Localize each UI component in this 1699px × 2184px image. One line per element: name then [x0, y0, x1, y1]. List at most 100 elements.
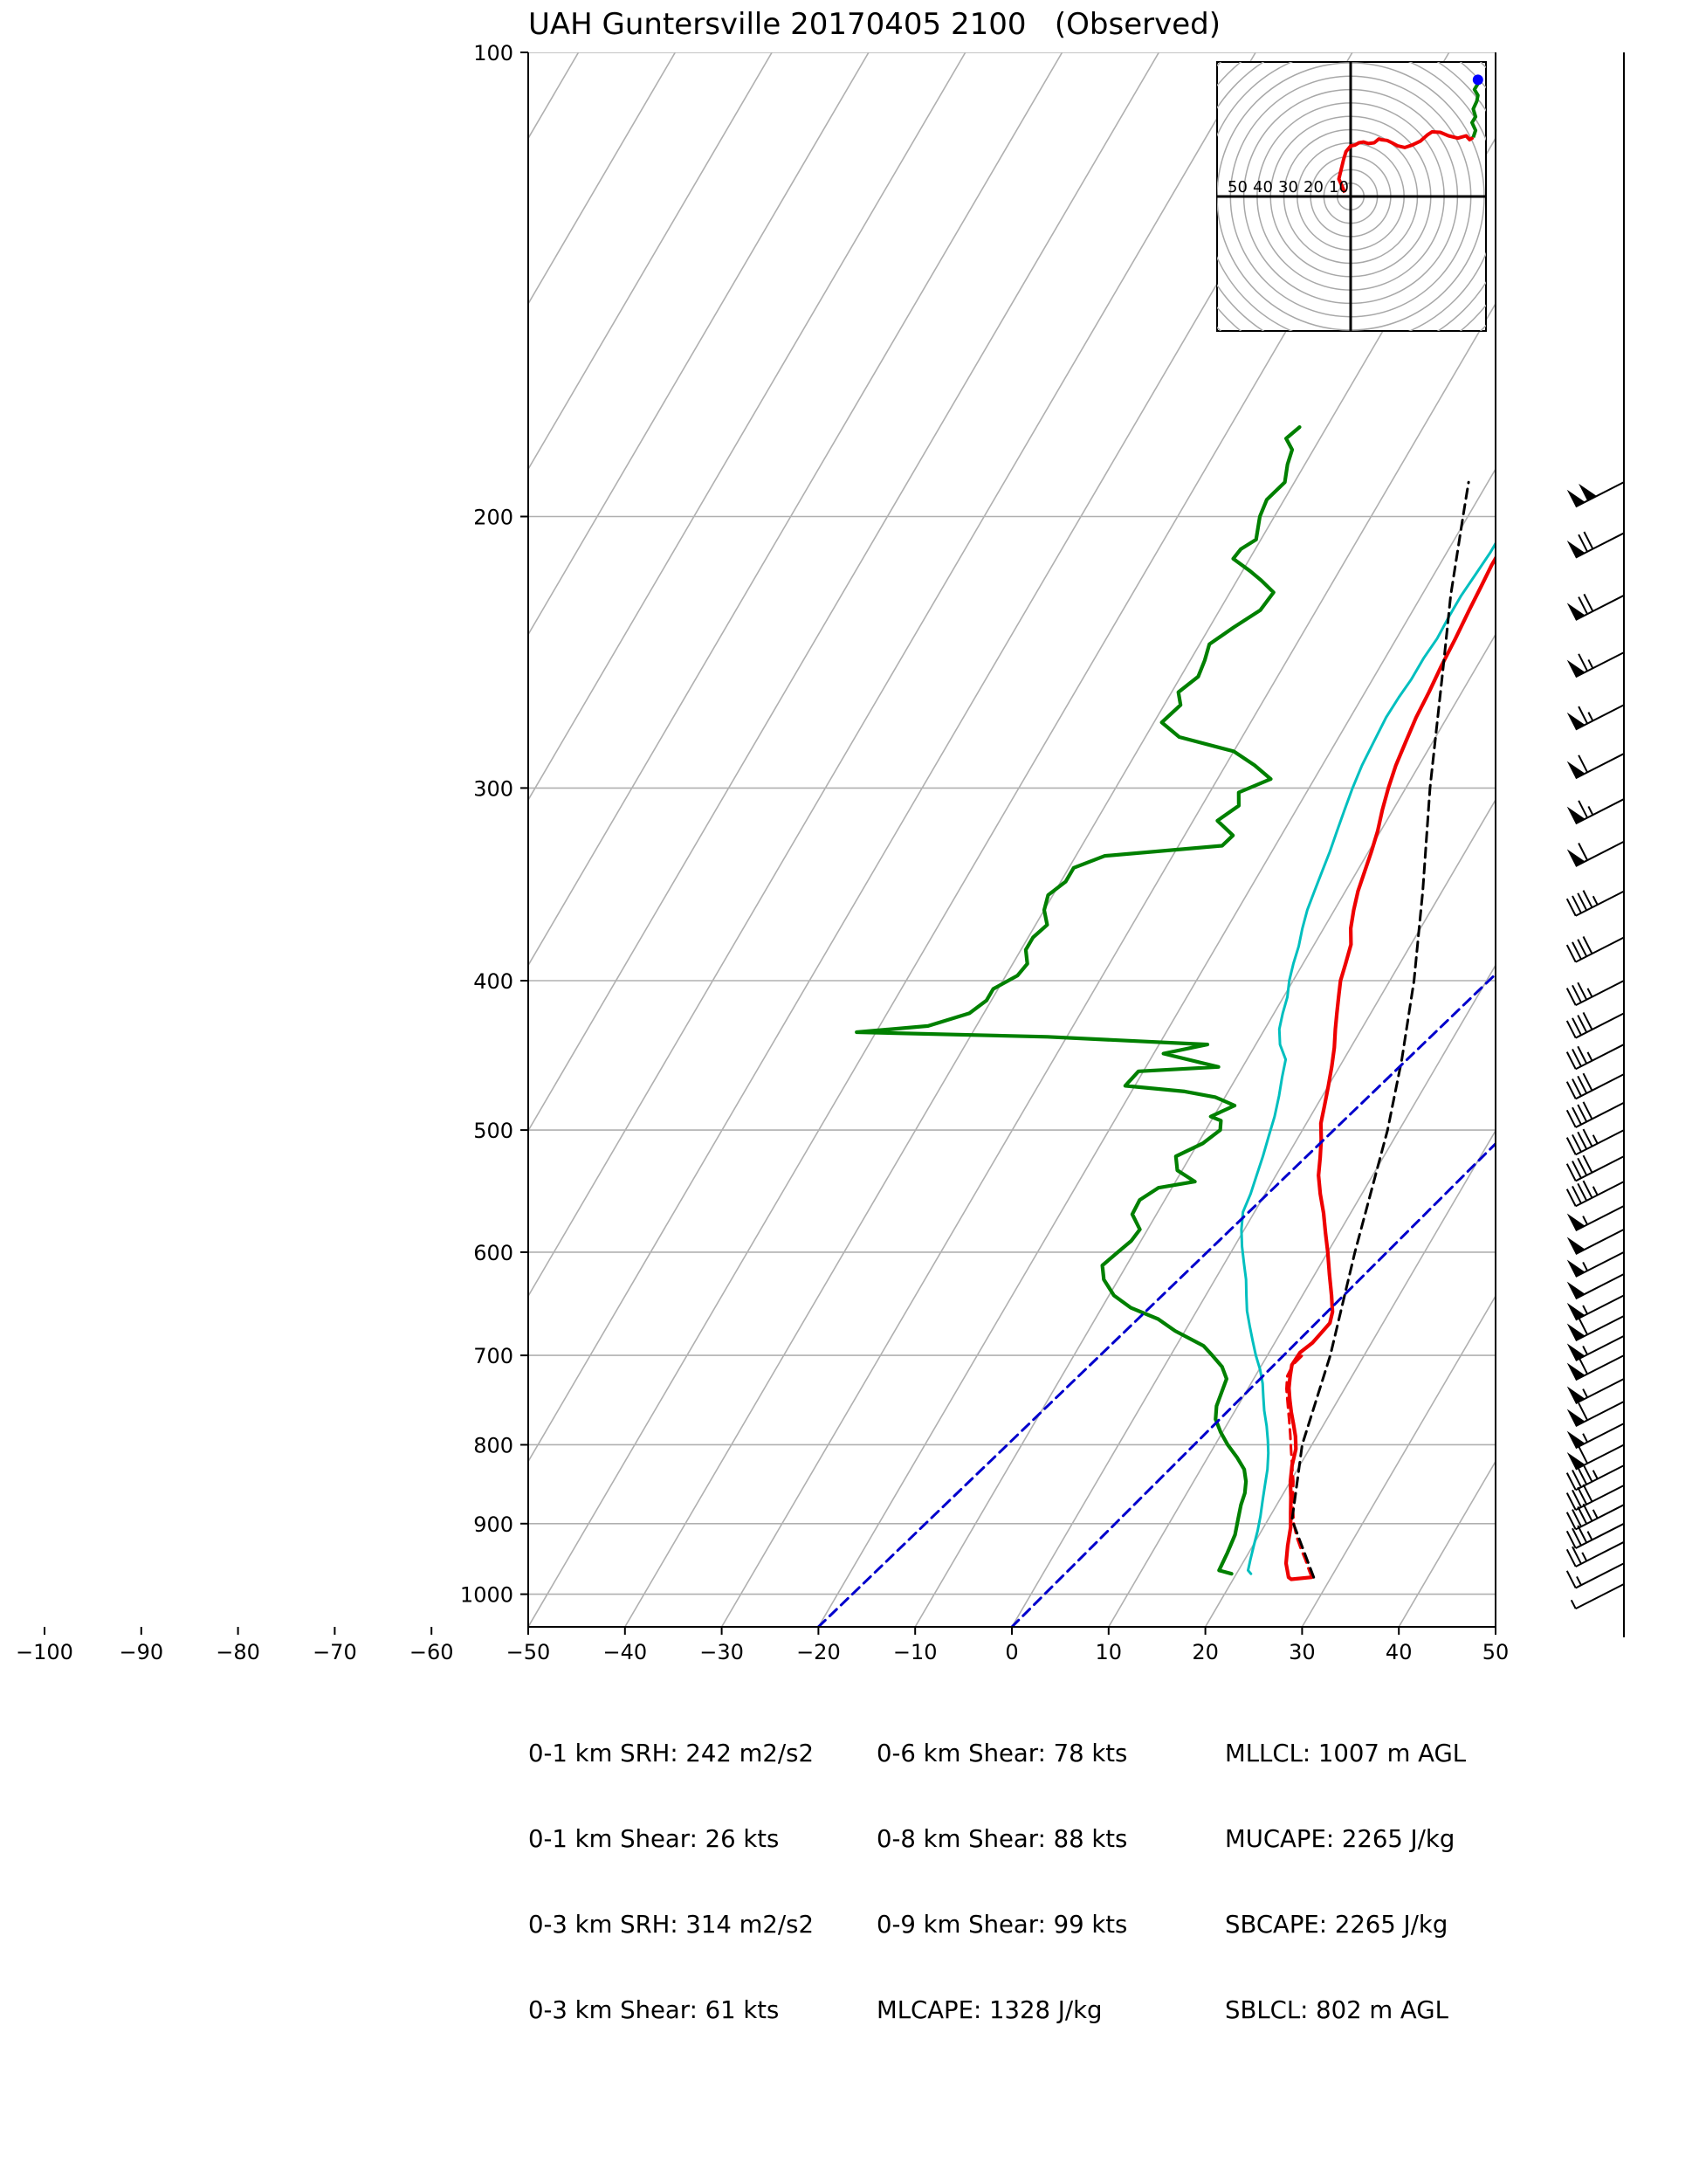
barb-half-flag	[1582, 1345, 1589, 1355]
barb-flag	[1577, 1182, 1588, 1202]
barb-flag	[1572, 1134, 1582, 1153]
barb-shaft	[1575, 1485, 1625, 1512]
isotherm-line	[528, 52, 1063, 967]
params-column-1: 0-1 km SRH: 242 m2/s2 0-1 km Shear: 26 k…	[528, 1683, 814, 2053]
x-tick-label: 40	[1386, 1640, 1413, 1664]
barb-flag	[1578, 800, 1589, 818]
wind-barb	[1565, 1044, 1625, 1071]
wind-barb	[1565, 1522, 1625, 1549]
barb-half-flag	[1586, 1051, 1593, 1062]
barb-pennant	[1566, 1259, 1586, 1278]
barb-flag	[1577, 1466, 1588, 1485]
barb-shaft	[1575, 840, 1625, 867]
y-tick-label: 1000	[460, 1583, 513, 1608]
barb-pennant	[1566, 1362, 1586, 1381]
params-column-3: MLLCL: 1007 m AGL MUCAPE: 2265 J/kg SBCA…	[1225, 1683, 1466, 2053]
barb-flag	[1583, 531, 1594, 550]
barb-shaft	[1575, 532, 1625, 559]
barb-flag	[1565, 1548, 1577, 1567]
barb-shaft	[1575, 1401, 1625, 1428]
wind-barb	[1566, 1354, 1625, 1381]
x-tick-label: −20	[796, 1640, 841, 1664]
isotherm-line	[1011, 798, 1496, 1627]
barb-shaft	[1575, 1294, 1625, 1321]
isotherm-line	[528, 52, 1353, 1464]
barb-flag	[1578, 1445, 1589, 1464]
barb-half-flag	[1592, 1509, 1599, 1519]
wind-barb	[1566, 1401, 1625, 1428]
barb-shaft	[1575, 594, 1625, 621]
barb-shaft	[1575, 1101, 1625, 1128]
profile-series-line	[1285, 1354, 1313, 1579]
wind-barb	[1565, 890, 1625, 917]
isotherm-line	[528, 52, 580, 140]
wind-barb	[1565, 1464, 1625, 1492]
barb-pennant	[1579, 483, 1597, 501]
isotherm-line	[720, 302, 1496, 1627]
barb-pennant	[1566, 849, 1586, 866]
barb-pennant	[1566, 1281, 1586, 1299]
x-tick-label: 0	[1005, 1640, 1018, 1664]
wind-barb	[1565, 1154, 1625, 1182]
param-text: MLLCL: 1007 m AGL	[1225, 1740, 1467, 1768]
x-tick-label: −50	[506, 1640, 551, 1664]
barb-flag	[1565, 1137, 1577, 1155]
x-tick-label: −10	[893, 1640, 938, 1664]
barb-flag	[1582, 1072, 1593, 1092]
barb-flag	[1572, 1186, 1582, 1204]
barb-flag	[1577, 892, 1588, 911]
barb-flag	[1578, 534, 1589, 553]
wind-barb	[1565, 1072, 1625, 1100]
barb-flag	[1582, 1128, 1593, 1147]
barb-flag	[1565, 1081, 1577, 1099]
profile-series-line	[1240, 541, 1496, 1575]
y-tick-label: 600	[473, 1241, 513, 1265]
isotherm-line	[0, 52, 482, 1627]
barb-flag	[1578, 653, 1589, 672]
barb-shaft	[1575, 1522, 1625, 1549]
barb-half-flag	[1581, 1552, 1588, 1562]
barb-flag	[1572, 1546, 1582, 1565]
profile-lines	[816, 425, 1496, 1627]
barb-flag	[1577, 1075, 1588, 1094]
barb-pennant	[1566, 1302, 1586, 1320]
x-tick-label: −80	[216, 1640, 260, 1664]
wind-barb	[1565, 1484, 1625, 1512]
barb-half-flag	[1587, 659, 1594, 669]
barb-shaft	[1575, 704, 1625, 731]
hodograph-ring-label: 50	[1228, 178, 1248, 196]
wind-barb	[1565, 1128, 1625, 1156]
barb-flag	[1572, 1509, 1582, 1527]
barb-flag	[1577, 939, 1588, 957]
wind-barb	[1566, 1378, 1625, 1405]
x-tick-label: −30	[699, 1640, 744, 1664]
wind-barb	[1566, 1229, 1625, 1255]
barb-pennant	[1566, 1323, 1586, 1341]
barb-shaft	[1575, 1354, 1625, 1381]
barb-shaft	[1575, 1423, 1625, 1450]
barb-flag	[1578, 754, 1589, 773]
y-tick-label: 700	[473, 1344, 513, 1368]
isotherm-line	[528, 52, 773, 471]
y-tick-label: 500	[473, 1119, 513, 1143]
param-text: 0-1 km Shear: 26 kts	[528, 1824, 780, 1853]
param-text: SBLCL: 802 m AGL	[1225, 1995, 1448, 2024]
barb-shaft	[1575, 1504, 1625, 1531]
barb-pennant	[1566, 1237, 1586, 1255]
barb-flag	[1565, 1163, 1577, 1182]
barb-flag	[1565, 1051, 1577, 1070]
barb-half-flag	[1576, 1575, 1582, 1586]
barb-flag	[1582, 1101, 1593, 1120]
isotherm-line	[528, 52, 1160, 1133]
barb-flag	[1577, 1104, 1588, 1123]
hodograph-inset: 50 40 30 20 10	[1216, 61, 1487, 332]
barb-flag	[1572, 941, 1582, 960]
barb-pennant	[1566, 489, 1586, 507]
wind-barb	[1565, 1011, 1625, 1039]
profile-series-line	[1290, 480, 1470, 1579]
barb-flag	[1577, 1505, 1588, 1525]
hodograph-plot	[1217, 62, 1486, 331]
barb-flag	[1577, 1131, 1588, 1150]
barb-pennant	[1566, 1386, 1586, 1404]
